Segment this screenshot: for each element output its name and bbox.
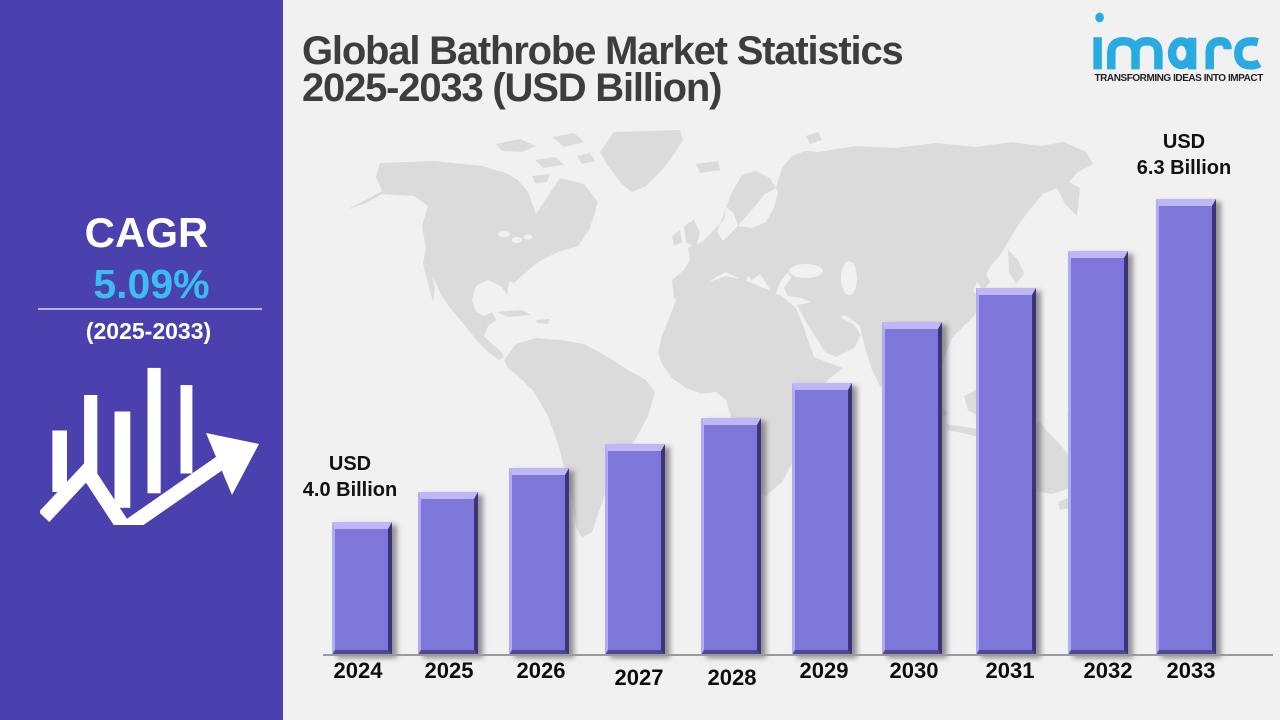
svg-text:TRANSFORMING IDEAS INTO IMPACT: TRANSFORMING IDEAS INTO IMPACT <box>1095 73 1264 84</box>
